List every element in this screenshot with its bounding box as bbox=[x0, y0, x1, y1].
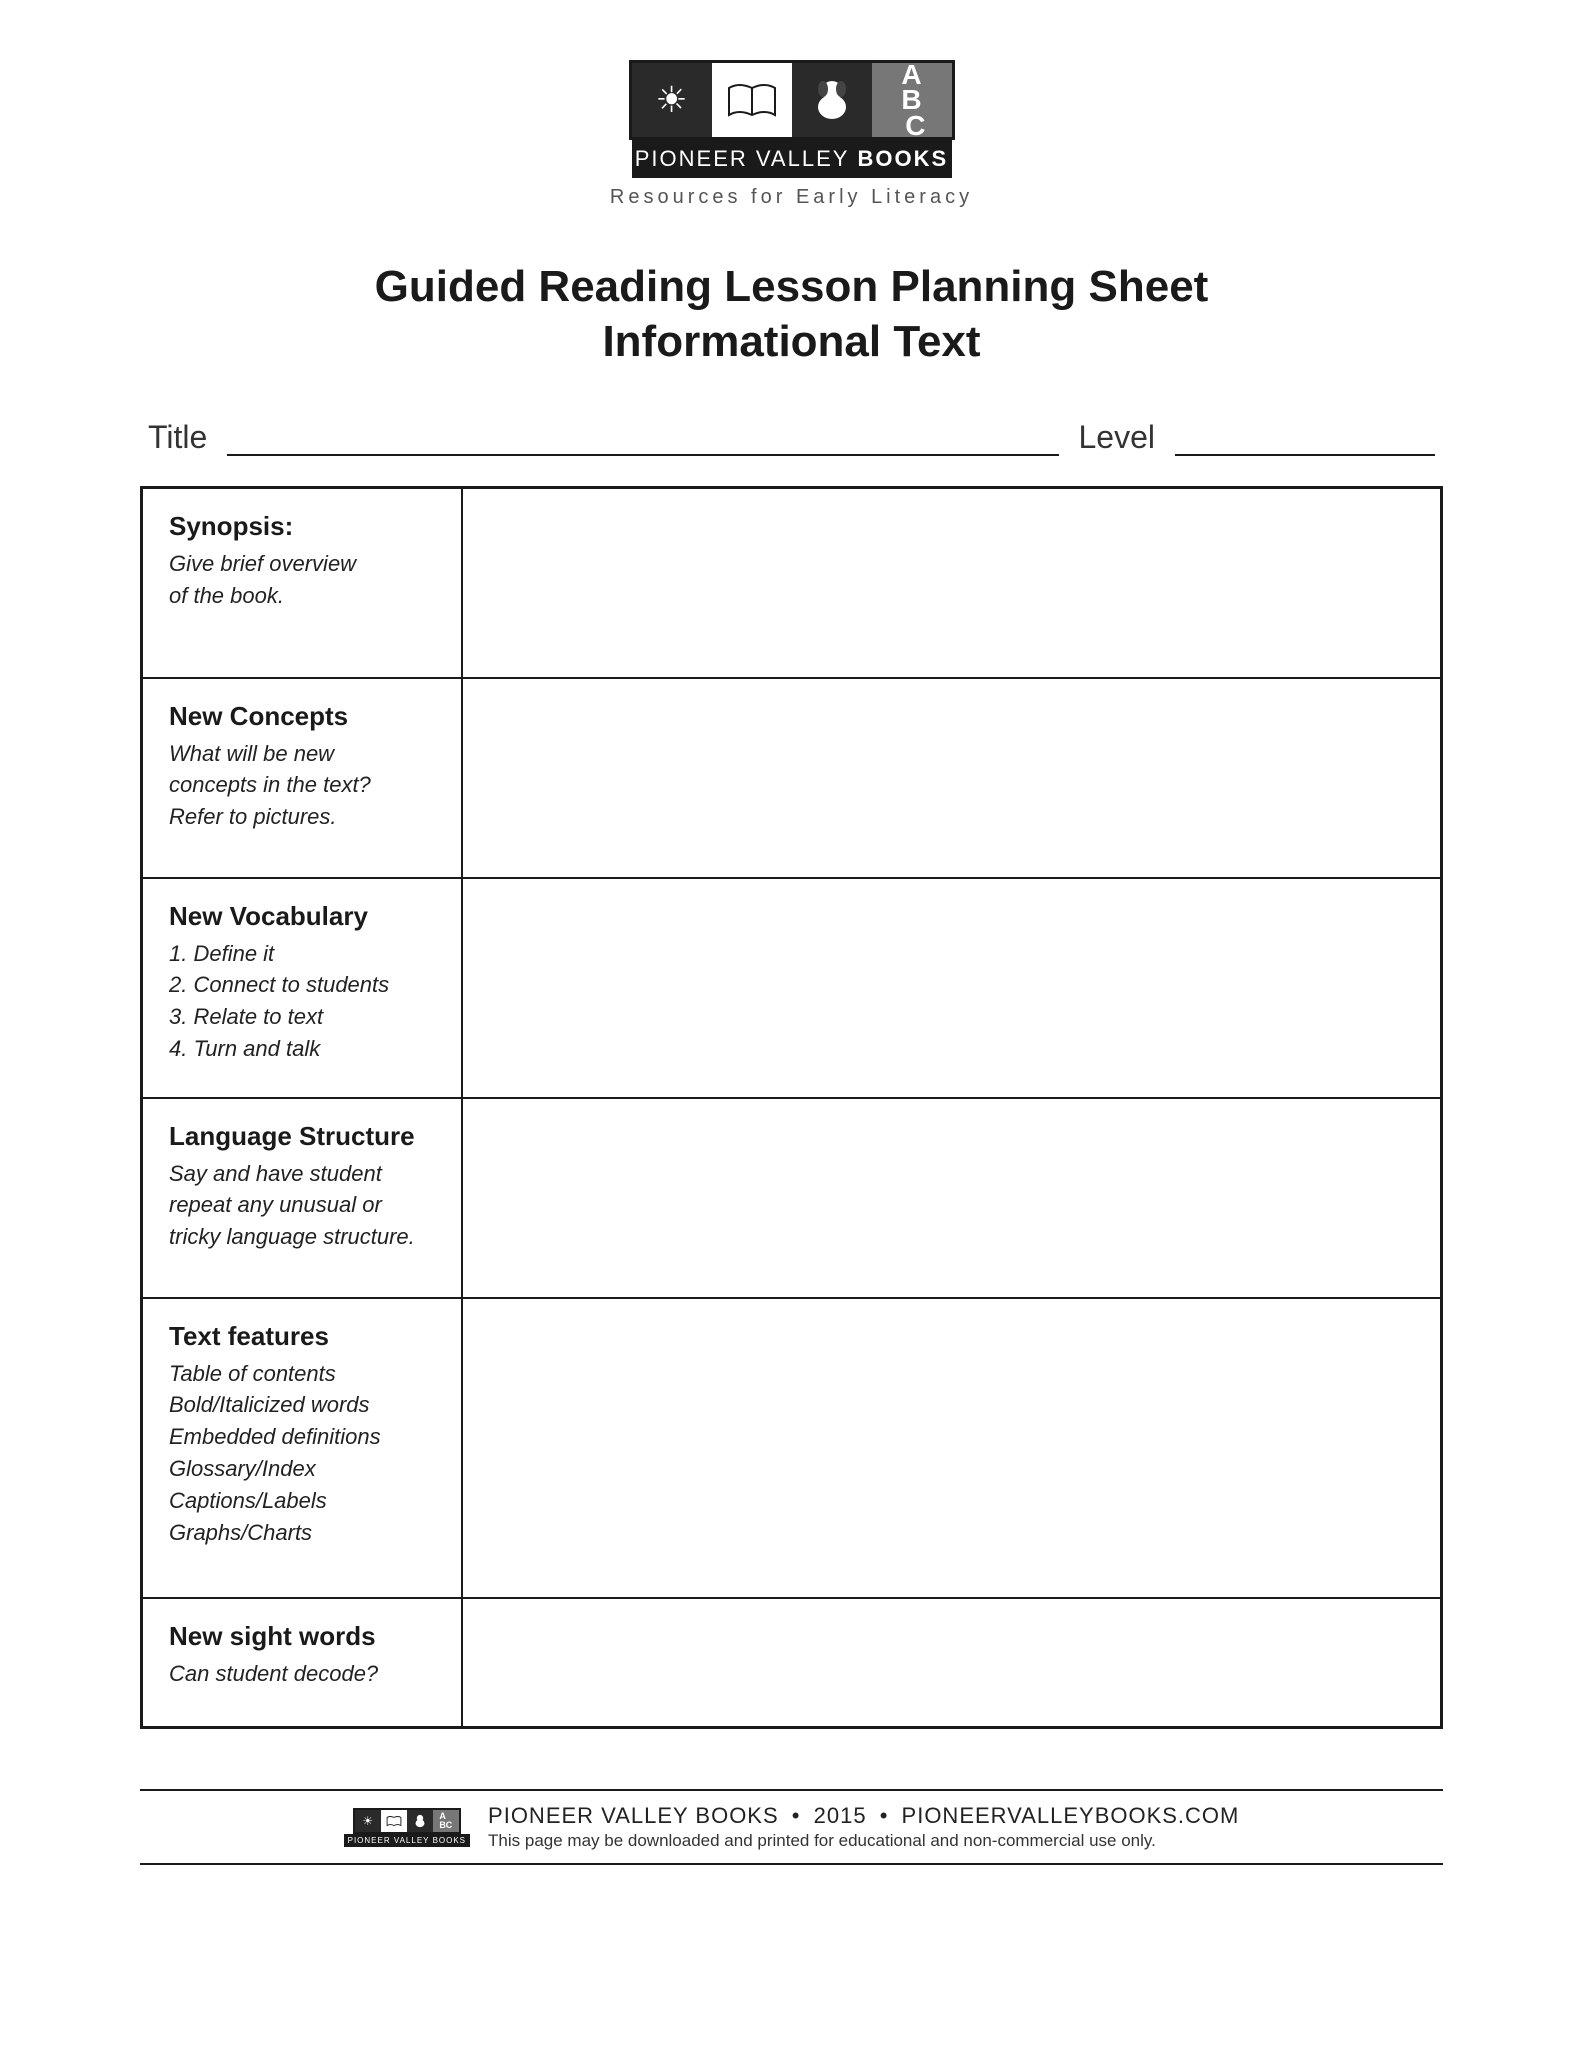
row-title: Language Structure bbox=[169, 1121, 435, 1152]
table-row: Text features Table of contentsBold/Itali… bbox=[142, 1298, 1442, 1598]
row-input-cell[interactable] bbox=[462, 488, 1442, 678]
footer-text: PIONEER VALLEY BOOKS • 2015 • PIONEERVAL… bbox=[488, 1803, 1239, 1851]
row-desc-line: 1. Define it bbox=[169, 938, 435, 970]
row-desc: What will be newconcepts in the text?Ref… bbox=[169, 738, 435, 834]
row-desc: 1. Define it2. Connect to students3. Rel… bbox=[169, 938, 435, 1066]
row-desc-line: 2. Connect to students bbox=[169, 969, 435, 1001]
row-desc-line: Captions/Labels bbox=[169, 1485, 435, 1517]
row-desc: Table of contentsBold/Italicized wordsEm… bbox=[169, 1358, 435, 1549]
row-desc-line: concepts in the text? bbox=[169, 769, 435, 801]
row-desc-line: tricky language structure. bbox=[169, 1221, 435, 1253]
row-desc-line: of the book. bbox=[169, 580, 435, 612]
row-desc-line: Refer to pictures. bbox=[169, 801, 435, 833]
row-desc-line: Give brief overview bbox=[169, 548, 435, 580]
row-label-cell: Language Structure Say and have studentre… bbox=[142, 1098, 462, 1298]
dog-icon bbox=[792, 63, 872, 137]
row-label-cell: New sight words Can student decode? bbox=[142, 1598, 462, 1728]
row-title: Text features bbox=[169, 1321, 435, 1352]
planning-table: Synopsis: Give brief overviewof the book.… bbox=[140, 486, 1443, 1729]
title-blank[interactable] bbox=[227, 424, 1058, 456]
row-label-cell: New Concepts What will be newconcepts in … bbox=[142, 678, 462, 878]
fields-row: Title Level bbox=[140, 419, 1443, 456]
row-desc-line: What will be new bbox=[169, 738, 435, 770]
row-title: New Concepts bbox=[169, 701, 435, 732]
row-desc-line: 3. Relate to text bbox=[169, 1001, 435, 1033]
footer-note: This page may be downloaded and printed … bbox=[488, 1831, 1239, 1851]
logo-icon-row: ☀ AB C bbox=[629, 60, 955, 140]
row-input-cell[interactable] bbox=[462, 878, 1442, 1098]
table-row: New sight words Can student decode? bbox=[142, 1598, 1442, 1728]
row-label-cell: Text features Table of contentsBold/Itali… bbox=[142, 1298, 462, 1598]
brand-bold: BOOKS bbox=[858, 146, 949, 171]
abc-icon: AB C bbox=[872, 63, 952, 137]
table-row: Synopsis: Give brief overviewof the book. bbox=[142, 488, 1442, 678]
row-title: Synopsis: bbox=[169, 511, 435, 542]
row-label-cell: New Vocabulary 1. Define it2. Connect to … bbox=[142, 878, 462, 1098]
row-label-cell: Synopsis: Give brief overviewof the book. bbox=[142, 488, 462, 678]
row-title: New Vocabulary bbox=[169, 901, 435, 932]
row-desc-line: Say and have student bbox=[169, 1158, 435, 1190]
book-icon bbox=[712, 63, 792, 137]
row-desc-line: Graphs/Charts bbox=[169, 1517, 435, 1549]
row-desc-line: Table of contents bbox=[169, 1358, 435, 1390]
row-desc: Can student decode? bbox=[169, 1658, 435, 1690]
row-title: New sight words bbox=[169, 1621, 435, 1652]
sun-icon: ☀ bbox=[632, 63, 712, 137]
table-row: New Vocabulary 1. Define it2. Connect to … bbox=[142, 878, 1442, 1098]
table-row: Language Structure Say and have studentre… bbox=[142, 1098, 1442, 1298]
row-input-cell[interactable] bbox=[462, 1098, 1442, 1298]
footer-year: 2015 bbox=[814, 1803, 867, 1828]
row-desc: Give brief overviewof the book. bbox=[169, 548, 435, 612]
title-label: Title bbox=[148, 419, 207, 456]
row-desc-line: Glossary/Index bbox=[169, 1453, 435, 1485]
footer-brand: PIONEER VALLEY BOOKS bbox=[488, 1803, 779, 1828]
heading-line1: Guided Reading Lesson Planning Sheet bbox=[375, 262, 1209, 311]
brand-name: PIONEER VALLEY BOOKS bbox=[632, 140, 952, 178]
brand-thin: PIONEER VALLEY bbox=[635, 146, 850, 171]
row-desc-line: Embedded definitions bbox=[169, 1421, 435, 1453]
row-desc-line: Bold/Italicized words bbox=[169, 1389, 435, 1421]
header-logo: ☀ AB C PIONEER VALLEY BOOKS Resources fo… bbox=[140, 60, 1443, 209]
row-desc-line: repeat any unusual or bbox=[169, 1189, 435, 1221]
row-desc-line: Can student decode? bbox=[169, 1658, 435, 1690]
row-input-cell[interactable] bbox=[462, 678, 1442, 878]
brand-tagline: Resources for Early Literacy bbox=[140, 186, 1443, 209]
heading-line2: Informational Text bbox=[602, 317, 980, 366]
page-title: Guided Reading Lesson Planning Sheet Inf… bbox=[140, 259, 1443, 369]
row-desc-line: 4. Turn and talk bbox=[169, 1033, 435, 1065]
row-desc: Say and have studentrepeat any unusual o… bbox=[169, 1158, 435, 1254]
footer-logo: ☀ ABC PIONEER VALLEY BOOKS bbox=[344, 1808, 470, 1847]
row-input-cell[interactable] bbox=[462, 1598, 1442, 1728]
row-input-cell[interactable] bbox=[462, 1298, 1442, 1598]
table-row: New Concepts What will be newconcepts in … bbox=[142, 678, 1442, 878]
footer-site: PIONEERVALLEYBOOKS.COM bbox=[902, 1803, 1240, 1828]
footer: ☀ ABC PIONEER VALLEY BOOKS PIONEER VALLE… bbox=[140, 1789, 1443, 1865]
level-label: Level bbox=[1079, 419, 1156, 456]
level-blank[interactable] bbox=[1175, 424, 1435, 456]
